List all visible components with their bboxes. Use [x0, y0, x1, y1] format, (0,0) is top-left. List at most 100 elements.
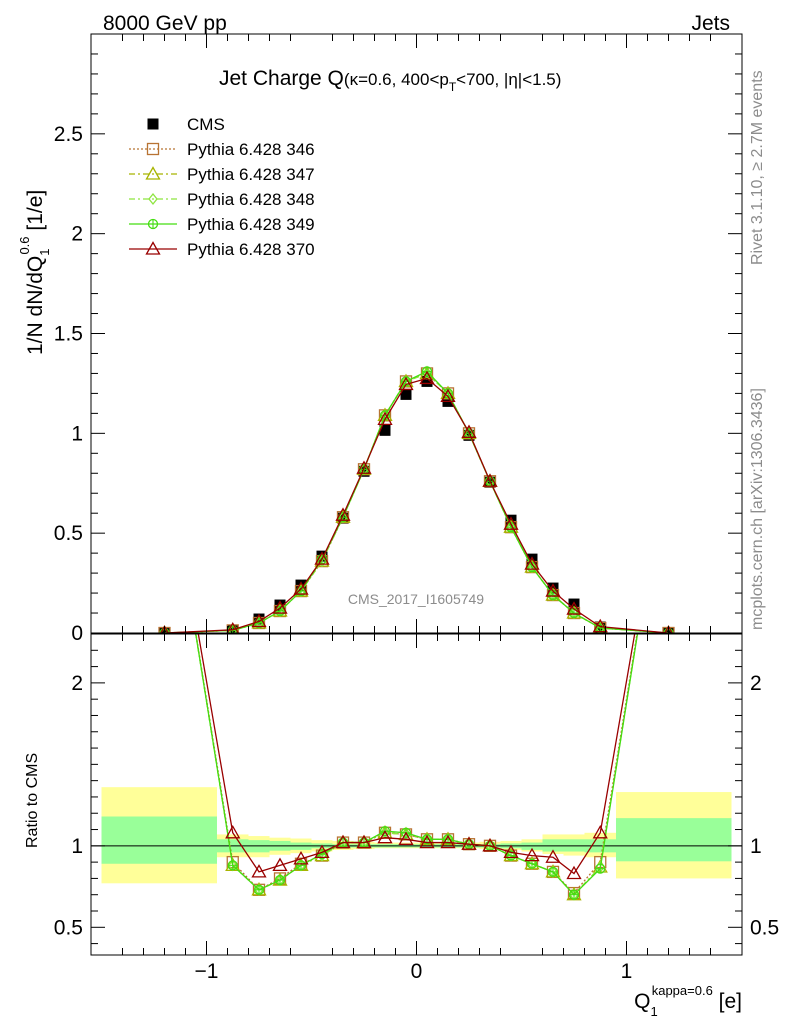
main-ytick-label-3: 1.5: [54, 323, 83, 346]
ratio-point-3-16: [547, 866, 559, 878]
xlabel-a: Q: [634, 990, 650, 1013]
rivet-version-label: Rivet 3.1.10, ≥ 2.7M events: [749, 70, 766, 265]
ratio-ytick-label-1: 1: [71, 835, 83, 858]
ratio-ytick-label-right-0: 0.5: [750, 916, 779, 939]
xtick-label-2: 1: [621, 960, 633, 983]
ratio-y-axis-label: Ratio to CMS: [24, 753, 41, 848]
ratio-point-4-5: [314, 844, 330, 858]
header-left: 8000 GeV pp: [103, 12, 227, 35]
main-series-line-5: [164, 377, 669, 633]
ratio-point-3-17: [568, 889, 580, 900]
legend-marker-1: [146, 142, 160, 156]
main-point-5-1: [226, 621, 239, 633]
ratio-ytick-label-right-1: 1: [750, 835, 762, 858]
main-point-5-0: [160, 625, 169, 633]
main-point-0-9: [400, 388, 412, 400]
title-main: Jet Charge Q: [219, 67, 344, 90]
main-point-0-17: [568, 598, 580, 610]
main-point-5-10: [419, 370, 435, 385]
main-point-0-15: [526, 553, 538, 565]
main-ytick-label-0: 0: [71, 622, 83, 645]
main-point-5-7: [356, 460, 372, 474]
ratio-uncertainty-bands: [91, 787, 742, 884]
legend-marker-3: [148, 192, 158, 206]
legend-entry-1: Pythia 6.428 346: [129, 140, 315, 159]
xlabel-sub: 1: [650, 1004, 657, 1019]
chart-title: Jet Charge Q(κ=0.6, 400<pT<700, |η|<1.5): [219, 67, 561, 94]
ratio-point-4-2: [251, 864, 267, 878]
xtick-label-0: −1: [195, 960, 219, 983]
legend-marker-0: [147, 118, 159, 130]
main-point-5-11: [440, 388, 456, 403]
legend: CMS Pythia 6.428 346 Pythia 6.428 347 Pythi…: [129, 115, 315, 259]
ratio-point-4-17: [566, 865, 582, 880]
ratio-point-4-7: [356, 834, 372, 849]
main-point-5-13: [482, 473, 498, 487]
main-point-5-15: [524, 556, 540, 570]
legend-entry-2: Pythia 6.428 347: [129, 165, 315, 184]
ratio-series-0: [195, 634, 638, 900]
main-point-0-8: [379, 424, 391, 436]
ratio-point-4-14: [503, 844, 519, 858]
title-close: <700, |η|<1.5): [456, 70, 561, 89]
ratio-point-4-15: [524, 847, 540, 862]
main-point-5-12: [461, 424, 477, 438]
legend-label-1: Pythia 6.428 346: [187, 140, 315, 159]
main-point-5-17: [566, 601, 582, 615]
legend-label-4: Pythia 6.428 349: [187, 215, 315, 234]
title-sub: T: [449, 80, 457, 94]
y-axis-label: 1/N dN/dQ1 0.6 [1/e]: [17, 190, 52, 355]
ratio-point-3-1: [227, 860, 238, 871]
ratio-point-4-12: [461, 836, 477, 850]
main-point-5-6: [335, 507, 351, 521]
legend-marker-2: [145, 166, 161, 180]
main-point-5-18: [592, 618, 608, 633]
main-series-5: [160, 370, 673, 633]
main-ytick-label-1: 0.5: [54, 522, 83, 545]
ylabel-a: 1/N dN/dQ: [24, 256, 47, 355]
legend-label-0: CMS: [187, 115, 225, 134]
ratio-series-line-4: [197, 634, 636, 875]
ratio-point-4-8: [377, 829, 393, 844]
xtick-label-1: 0: [411, 960, 423, 983]
ratio-point-4-4: [293, 851, 309, 865]
axis-ticks: 0 0.5 1 1.5 2 2.5 0.5 0.5 1 1 2 2 −1 0 1: [54, 34, 779, 983]
ratio-ytick-label-right-2: 2: [750, 672, 762, 695]
main-frame: [90, 33, 743, 634]
legend-label-5: Pythia 6.428 370: [187, 240, 315, 259]
ratio-series-line-1: [195, 634, 639, 896]
main-point-4-17: [568, 607, 580, 619]
legend-marker-5: [145, 241, 161, 255]
ratio-point-4-1: [225, 824, 241, 839]
ratio-point-3-4: [295, 860, 307, 871]
ratio-point-3-3: [274, 874, 286, 886]
ratio-point-4-13: [482, 838, 498, 852]
ratio-point-4-16: [545, 849, 561, 863]
main-point-5-3: [272, 600, 288, 614]
main-series-line-3: [164, 372, 669, 633]
xlabel-sup: kappa=0.6: [652, 983, 713, 998]
ratio-series-line-0: [195, 634, 638, 895]
ratio-point-4-11: [440, 834, 456, 849]
main-ytick-label-4: 2: [71, 223, 83, 246]
main-point-5-4: [293, 581, 309, 595]
ratio-series-3: [195, 634, 639, 900]
main-point-5-14: [503, 516, 519, 530]
inner-band-0: [101, 816, 217, 864]
legend-entry-4: Pythia 6.428 349: [129, 215, 315, 234]
legend-label-3: Pythia 6.428 348: [187, 190, 315, 209]
ratio-series-group: [195, 634, 639, 901]
ratio-point-4-18: [592, 824, 608, 839]
header-right: Jets: [691, 12, 730, 35]
ratio-point-3-2: [253, 884, 265, 895]
inner-band-19: [616, 818, 732, 862]
ratio-point-4-10: [419, 834, 435, 849]
ratio-point-4-6: [335, 834, 351, 849]
ratio-ytick-label-0: 0.5: [54, 916, 83, 939]
main-point-5-5: [314, 551, 330, 565]
main-series-group: [158, 365, 675, 633]
main-point-0-10: [421, 375, 433, 387]
main-ytick-label-5: 2.5: [54, 123, 83, 146]
main-point-5-16: [545, 583, 561, 597]
